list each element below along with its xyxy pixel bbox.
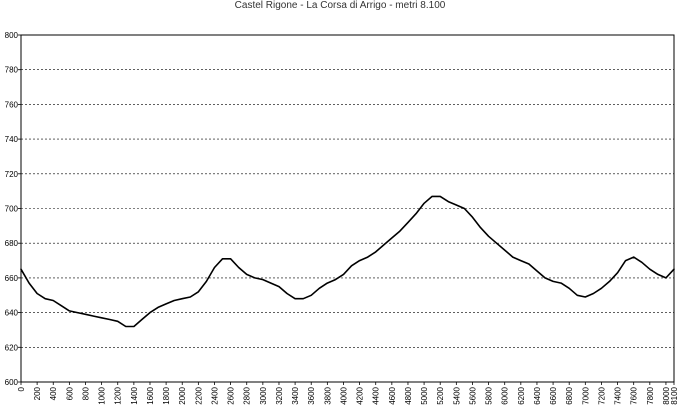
- x-tick-label: 2000: [178, 386, 187, 404]
- y-tick-label: 800: [5, 31, 19, 40]
- x-tick-label: 200: [33, 386, 42, 400]
- y-tick-label: 740: [5, 135, 19, 144]
- x-tick-label: 0: [17, 386, 26, 391]
- x-tick-label: 4200: [356, 386, 365, 404]
- elevation-line: [20, 195, 675, 328]
- chart-title: Castel Rigone - La Corsa di Arrigo - met…: [234, 0, 446, 11]
- x-tick-label: 7600: [630, 386, 639, 404]
- x-tick-label: 7000: [581, 386, 590, 404]
- x-tick-label: 6800: [565, 386, 574, 404]
- x-tick-label: 8000: [662, 386, 671, 404]
- y-tick-label: 760: [5, 100, 19, 109]
- series-layer: [20, 195, 675, 328]
- x-tick-label: 2200: [194, 386, 203, 404]
- x-tick-label: 3000: [259, 386, 268, 404]
- x-tick-label: 3600: [307, 386, 316, 404]
- x-tick-label: 2600: [227, 386, 236, 404]
- y-tick-label: 620: [5, 343, 19, 352]
- y-tick-label: 600: [5, 378, 19, 387]
- y-tick-label: 640: [5, 309, 19, 318]
- x-tick-label: 800: [81, 386, 90, 400]
- x-tick-label: 7200: [597, 386, 606, 404]
- x-tick-label: 4400: [372, 386, 381, 404]
- x-tick-label: 1800: [162, 386, 171, 404]
- plot-border: [20, 34, 675, 383]
- x-tick-labels: 0 200 400 600 800 1000 1200 1400 1600 1800 2000 220…: [17, 386, 679, 404]
- x-tick-label: 5000: [420, 386, 429, 404]
- x-tick-label: 6000: [501, 386, 510, 404]
- x-tick-label: 1200: [114, 386, 123, 404]
- y-tick-label: 660: [5, 274, 19, 283]
- x-tick-label: 7800: [646, 386, 655, 404]
- x-tick-label: 5200: [436, 386, 445, 404]
- x-tick-label: 4800: [404, 386, 413, 404]
- x-tick-label: 6200: [517, 386, 526, 404]
- x-tick-label: 7400: [614, 386, 623, 404]
- x-tick-label: 1000: [98, 386, 107, 404]
- y-tick-label: 680: [5, 239, 19, 248]
- x-tick-label: 1600: [146, 386, 155, 404]
- x-tick-label: 6400: [533, 386, 542, 404]
- x-tick-label: 3800: [323, 386, 332, 404]
- x-tick-label: 2800: [243, 386, 252, 404]
- axis-layer: [18, 34, 675, 385]
- x-tick-label: 4000: [339, 386, 348, 404]
- y-tick-labels: 600 620 640 660 680 700 720 740 760 780 800: [5, 31, 19, 387]
- x-tick-label: 2400: [210, 386, 219, 404]
- x-tick-label: 600: [65, 386, 74, 400]
- grid-layer: [21, 69, 674, 348]
- x-tick-label: 6600: [549, 386, 558, 404]
- x-tick-label: 400: [49, 386, 58, 400]
- x-tick-label: 3400: [291, 386, 300, 404]
- x-tick-label: 1400: [130, 386, 139, 404]
- y-tick-label: 780: [5, 66, 19, 75]
- y-tick-label: 700: [5, 205, 19, 214]
- x-tick-label: 5600: [468, 386, 477, 404]
- x-tick-label: 4600: [388, 386, 397, 404]
- x-tick-label: 8100: [670, 386, 679, 404]
- x-tick-label: 3200: [275, 386, 284, 404]
- x-tick-label: 5800: [485, 386, 494, 404]
- y-tick-label: 720: [5, 170, 19, 179]
- x-tick-label: 5400: [452, 386, 461, 404]
